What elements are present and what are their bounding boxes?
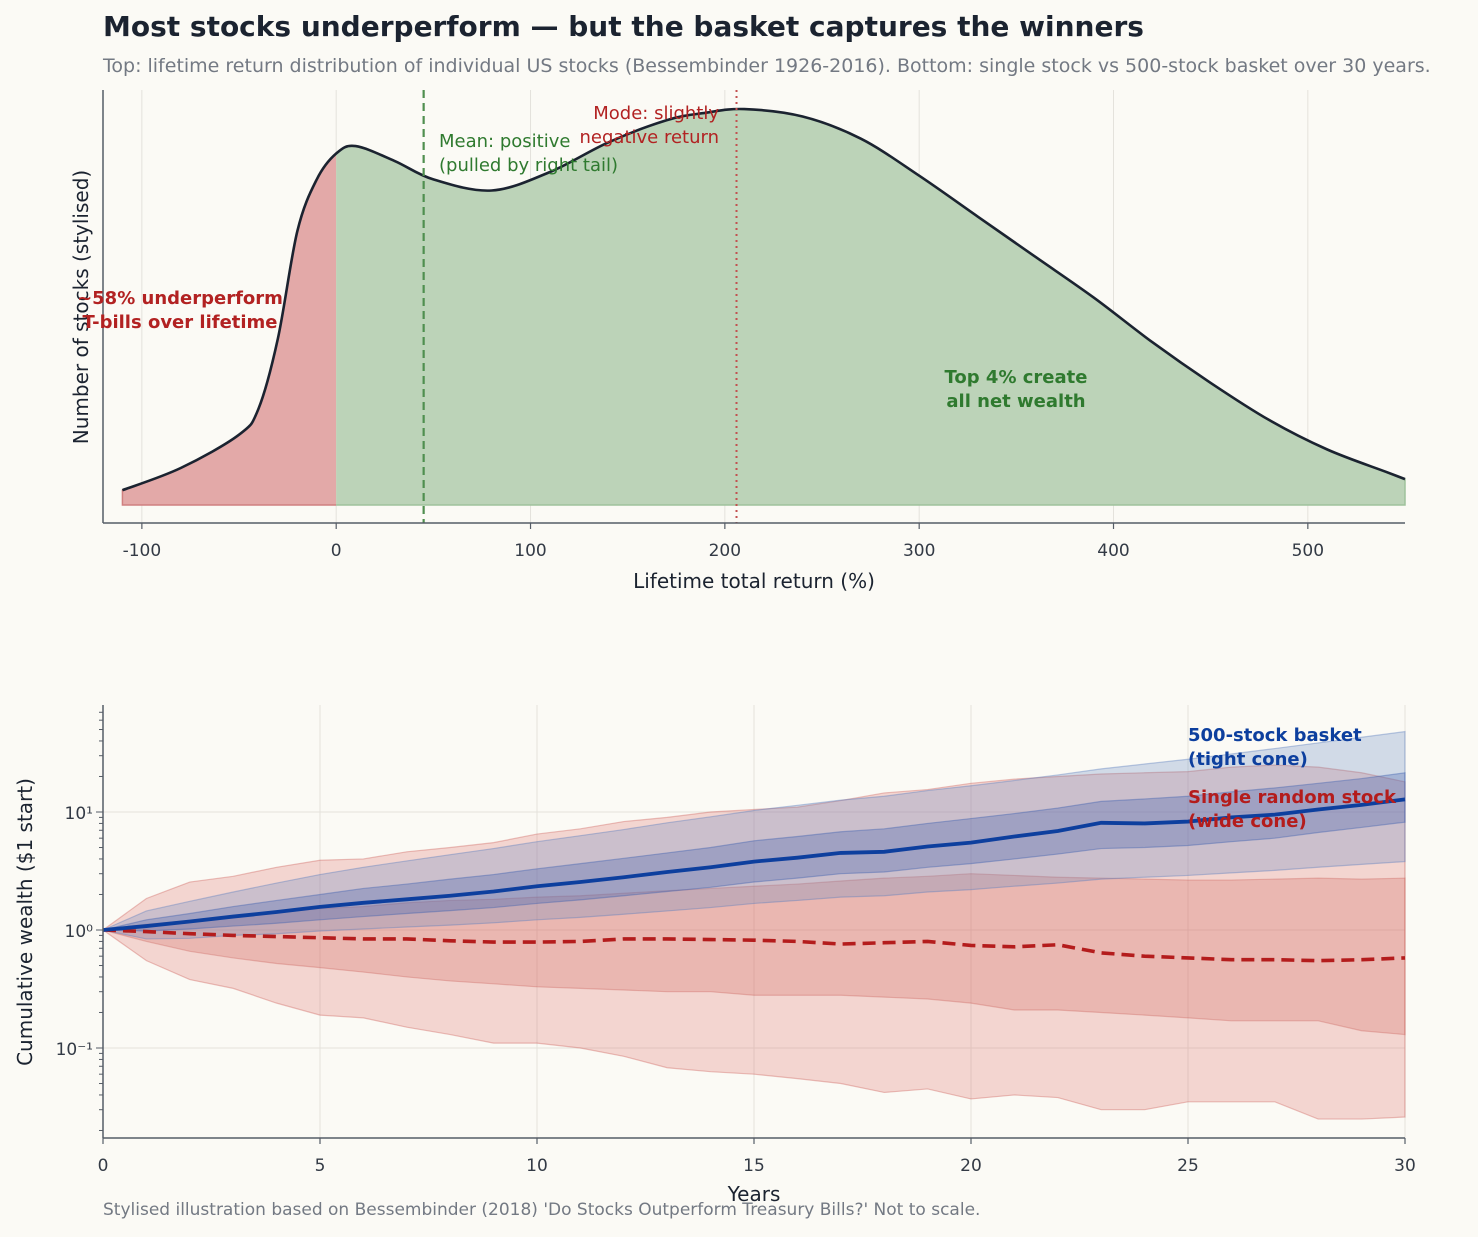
bottom-x-tick-label-5: 25 (1177, 1156, 1199, 1176)
mean-annotation-line-2: (pulled by right tail) (439, 155, 618, 176)
bottom-y-axis-label: Cumulative wealth ($1 start) (13, 778, 37, 1066)
top-x-tick-label-3: 200 (709, 541, 741, 561)
bottom-x-tick-label-6: 30 (1394, 1156, 1416, 1176)
basket-inner-cone (102, 772, 1406, 932)
mode-annotation-line-1: Mode: slightly (593, 103, 719, 124)
bottom-x-tick-label-3: 15 (743, 1156, 765, 1176)
underperform-annotation-line-2: T-bills over lifetime (82, 312, 277, 333)
underperform-annotation-line-1: ~58% underperform (77, 288, 283, 309)
top-x-tick-label-4: 300 (903, 541, 935, 561)
top-y-axis-label: Number of stocks (stylised) (69, 170, 93, 444)
basket-outer-cone (101, 730, 1406, 940)
single-stock-inner-cone (102, 873, 1406, 1036)
basket-median-line (102, 797, 1406, 932)
density-curve (121, 107, 1406, 492)
bottom-x-tick-label-2: 10 (526, 1156, 548, 1176)
mean-annotation-line-1: Mean: positive (439, 131, 570, 152)
top-wealth-annotation-line-1: Top 4% create (945, 367, 1088, 388)
basket-label-line-1: 500-stock basket (1188, 725, 1362, 746)
single-stock-outer-cone (101, 764, 1406, 1120)
bottom-x-tick-label-1: 5 (315, 1156, 326, 1176)
single-stock-label-line-2: (wide cone) (1188, 811, 1307, 832)
top-x-tick-label-5: 400 (1097, 541, 1129, 561)
top-x-tick-label-0: -100 (123, 541, 162, 561)
top-x-tick-label-2: 100 (514, 541, 546, 561)
mode-annotation-line-2: negative return (580, 127, 719, 148)
top-wealth-annotation-line-2: all net wealth (946, 391, 1085, 412)
bottom-x-axis-label: Years (727, 1182, 781, 1206)
top-x-axis-label: Lifetime total return (%) (633, 569, 875, 593)
single-stock-label-line-1: Single random stock (1188, 787, 1397, 808)
bottom-x-tick-label-4: 20 (960, 1156, 982, 1176)
bottom-y-tick-label-0: 10¹ (65, 804, 93, 824)
top-x-tick-label-6: 500 (1292, 541, 1324, 561)
footer-note: Stylised illustration based on Bessembin… (103, 1200, 981, 1220)
bottom-y-tick-label-2: 10⁻¹ (56, 1040, 93, 1060)
single-stock-median-line (102, 928, 1406, 963)
top-x-tick-label-1: 0 (331, 541, 342, 561)
chart-title: Most stocks underperform — but the baske… (103, 10, 1144, 43)
chart-subtitle: Top: lifetime return distribution of ind… (103, 55, 1431, 77)
bottom-x-tick-label-0: 0 (98, 1156, 109, 1176)
bottom-y-tick-label-1: 10⁰ (65, 922, 94, 942)
basket-label-line-2: (tight cone) (1188, 749, 1308, 770)
